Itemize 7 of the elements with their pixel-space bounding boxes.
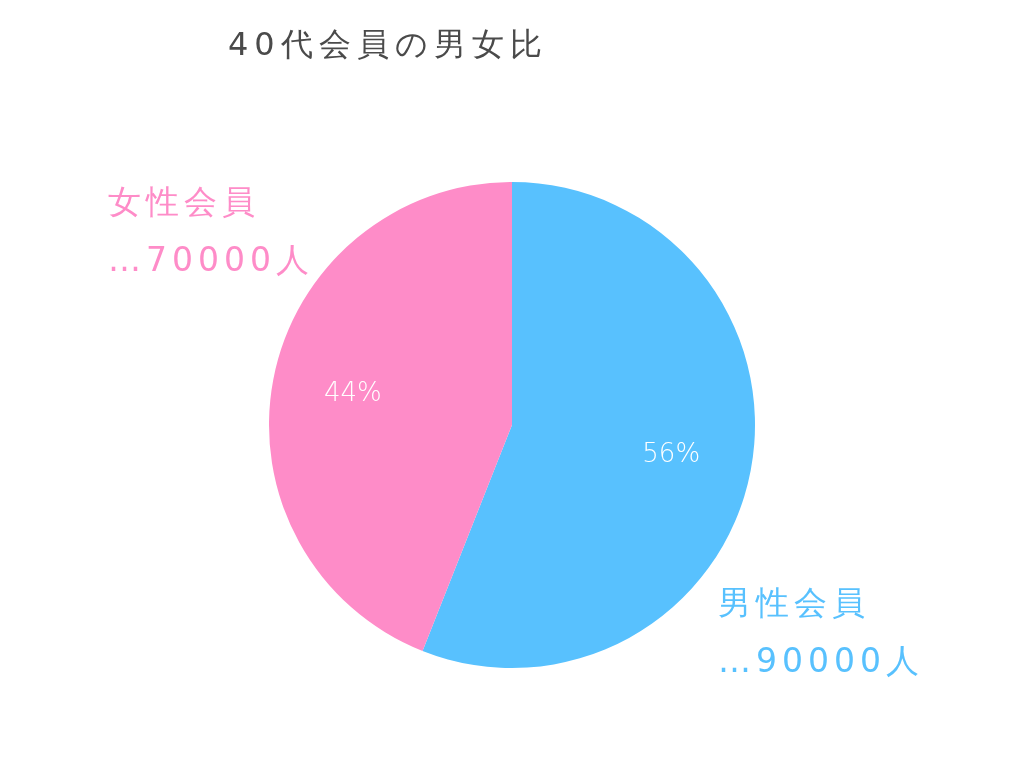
slice-label: 男性会員 [718,582,871,624]
data-label: 56% [642,438,701,469]
slice-label: 女性会員 [108,181,261,223]
text: …70000人 [108,239,314,281]
data-label: 44% [323,377,382,408]
chart-title: 40代会員の男女比 [228,24,548,65]
text: …90000人 [718,640,924,682]
